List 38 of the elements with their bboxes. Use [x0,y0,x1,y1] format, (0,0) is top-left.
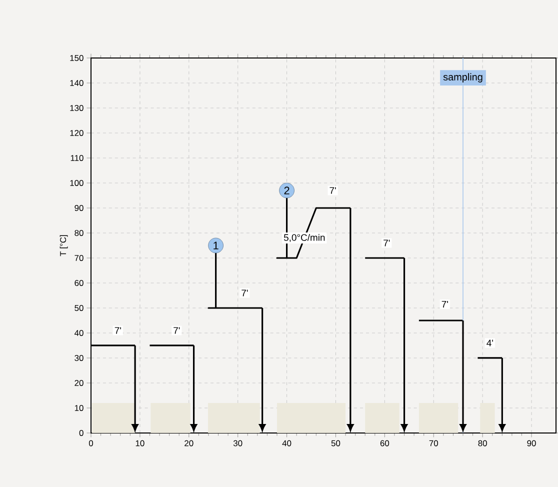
x-tick-label: 40 [282,440,292,446]
annotation: 5,0°C/min [284,234,325,242]
y-tick-label: 50 [74,304,84,311]
x-tick-label: 60 [380,440,390,446]
y-tick-label: 10 [74,404,84,411]
y-tick-label: 80 [74,230,84,236]
y-tick-label: 100 [70,180,84,186]
x-tick-label: 90 [527,440,536,446]
y-tick-label: 140 [70,80,84,86]
x-tick-label: 0 [88,440,94,446]
x-tick-label: 10 [136,440,144,446]
y-axis-title: T [°C] [60,235,68,256]
y-tick-label: 60 [74,280,84,286]
x-tick-label: 70 [429,440,438,446]
annotation: 7' [174,327,180,334]
y-tick-label: 120 [70,130,84,136]
y-tick-label: 70 [74,254,84,261]
annotation: 7' [384,240,390,246]
annotation: 7' [330,187,336,194]
y-tick-label: 20 [74,380,84,386]
annotation: 7' [442,300,448,308]
y-tick-label: 150 [70,54,84,61]
ref-line-label: sampling [443,73,482,82]
x-tick-label: 20 [184,440,194,446]
y-tick-label: 90 [74,204,84,211]
x-tick-label: 30 [233,440,242,446]
y-tick-label: 30 [74,354,84,361]
y-tick-label: 130 [70,104,84,111]
annotation: 7' [114,327,121,334]
series-label: 2 [284,186,290,194]
series-label: 1 [214,242,218,250]
x-tick-label: 80 [478,440,487,446]
annotation: 4' [486,340,493,346]
annotation: 7' [242,290,248,296]
y-tick-label: 0 [79,430,84,436]
x-tick-label: 50 [331,440,340,446]
y-tick-label: 110 [70,154,84,161]
y-tick-label: 40 [74,330,84,336]
